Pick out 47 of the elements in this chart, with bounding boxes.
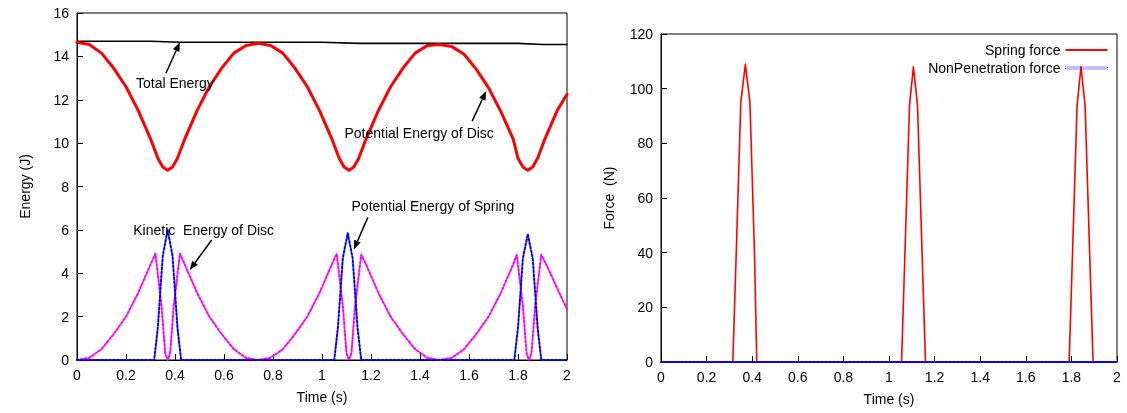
- x-tick-label: 1: [318, 367, 327, 383]
- y-axis-title: Force (N): [601, 166, 617, 230]
- annotation: Potential Energy of Spring: [351, 198, 515, 215]
- x-tick-label: 1.2: [924, 369, 945, 385]
- line-series: [75, 40, 569, 172]
- x-tick-label: 1.4: [410, 367, 430, 383]
- x-tick-label: 0: [73, 367, 82, 383]
- x-tick-label: 1.8: [1061, 369, 1082, 385]
- y-tick-label: 6: [61, 221, 70, 238]
- y-tick-label: 100: [629, 80, 654, 97]
- x-axis-title: Time (s): [296, 389, 348, 405]
- y-tick-label: 2: [61, 308, 70, 325]
- y-tick-label: 8: [61, 178, 70, 195]
- y-axis-title: Energy (J): [17, 154, 33, 219]
- x-tick-label: 0.4: [165, 367, 185, 383]
- y-tick-label: 20: [637, 299, 654, 316]
- x-tick-label: 0.2: [116, 367, 136, 383]
- x-tick-label: 0.6: [214, 367, 234, 383]
- y-tick-label: 12: [53, 91, 70, 108]
- x-axis-title: Time (s): [863, 391, 915, 407]
- x-tick-label: 1.8: [508, 367, 528, 383]
- y-tick-label: 14: [53, 48, 70, 65]
- y-tick-label: 0: [645, 354, 654, 370]
- x-tick-label: 0.2: [696, 369, 717, 385]
- legend-label: Spring force: [985, 42, 1061, 58]
- x-tick-label: 0: [657, 369, 666, 385]
- y-tick-label: 16: [53, 5, 70, 21]
- y-tick-label: 4: [61, 265, 70, 282]
- x-tick-label: 2: [1113, 369, 1122, 385]
- x-tick-label: 1.6: [1016, 369, 1036, 385]
- y-tick-label: 40: [637, 244, 654, 261]
- y-tick-label: 60: [637, 190, 654, 206]
- x-tick-label: 1.6: [459, 367, 479, 383]
- x-tick-label: 0.6: [788, 369, 808, 385]
- annotation: Kinetic Energy of Disc: [133, 222, 275, 238]
- x-tick-label: 1.2: [361, 367, 381, 383]
- x-tick-label: 0.8: [833, 369, 854, 385]
- x-tick-label: 1.4: [970, 369, 991, 385]
- x-tick-label: 0.8: [263, 367, 283, 383]
- legend-label: NonPenetration force: [928, 60, 1061, 76]
- x-tick-label: 2: [563, 367, 572, 383]
- y-tick-label: 10: [53, 135, 70, 152]
- y-tick-label: 80: [637, 135, 654, 152]
- x-tick-label: 0.4: [742, 369, 763, 385]
- y-tick-label: 0: [61, 352, 70, 368]
- x-tick-label: 1: [885, 369, 894, 385]
- y-tick-label: 120: [629, 26, 654, 42]
